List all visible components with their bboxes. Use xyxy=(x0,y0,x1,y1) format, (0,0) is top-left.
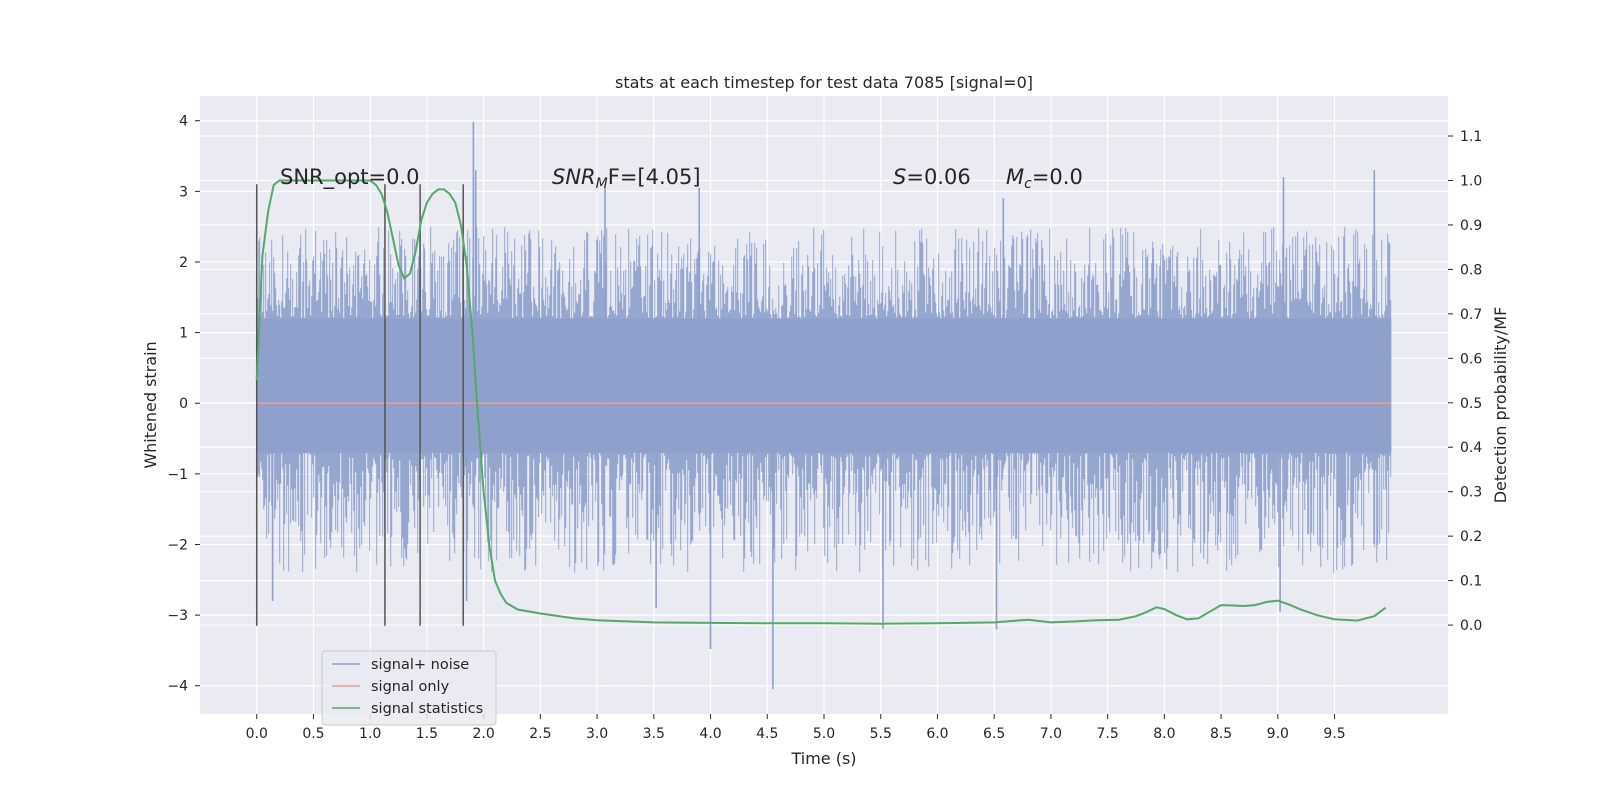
right-y-tick-label: 0.6 xyxy=(1460,351,1482,367)
right-y-tick-label: 0.9 xyxy=(1460,218,1482,234)
y-axis-label-right: Detection probability/MF xyxy=(1491,307,1510,504)
y-axis-left: −4 −3 −2 −1 0 1 2 3 4 xyxy=(167,114,200,695)
x-tick-label: 9.0 xyxy=(1267,726,1289,742)
y-tick-label: 4 xyxy=(179,114,188,130)
y-tick-label: 1 xyxy=(179,326,188,342)
annotation-mc-value: =0.0 xyxy=(1032,165,1083,189)
legend-box xyxy=(321,650,497,726)
chart-title: stats at each timestep for test data 708… xyxy=(615,73,1033,92)
annotation-s: S=0.06 xyxy=(893,165,971,189)
x-tick-label: 6.5 xyxy=(983,726,1005,742)
x-tick-label: 8.0 xyxy=(1153,726,1175,742)
x-tick-label: 6.0 xyxy=(926,726,948,742)
legend-label-signal-only: signal only xyxy=(371,679,450,695)
annotation-snr-mf-value: F=[4.05] xyxy=(608,165,701,189)
x-tick-label: 7.5 xyxy=(1097,726,1119,742)
annotation-snr-mf-symbol: SNR xyxy=(552,165,596,189)
annotation-mc-subscript: c xyxy=(1024,176,1032,192)
signal-statistics-series xyxy=(255,179,1387,625)
right-y-tick-label: 0.2 xyxy=(1460,529,1482,545)
annotation-mc: Mc=0.0 xyxy=(1006,165,1083,192)
x-axis-label: Time (s) xyxy=(790,749,856,768)
y-tick-label: 0 xyxy=(179,396,188,412)
noise-spikes xyxy=(271,122,1376,690)
y-axis-right: 0.0 0.1 0.2 0.3 0.4 0.5 0.6 0.7 0.8 0.9 1.0 1.1 xyxy=(1448,129,1482,634)
x-tick-label: 5.0 xyxy=(813,726,835,742)
right-y-tick-label: 0.3 xyxy=(1460,485,1482,501)
right-y-tick-label: 0.0 xyxy=(1460,618,1482,634)
x-tick-label: 3.5 xyxy=(643,726,665,742)
x-tick-label: 3.0 xyxy=(586,726,608,742)
annotation-s-symbol: S xyxy=(893,165,906,189)
right-y-tick-label: 0.8 xyxy=(1460,262,1482,278)
annotation-snr-mf-subscript: M xyxy=(596,176,608,192)
x-tick-label: 7.0 xyxy=(1040,726,1062,742)
signal-statistics-line xyxy=(255,179,1387,625)
x-tick-label: 1.5 xyxy=(416,726,438,742)
signal-noise-series xyxy=(256,122,1392,690)
y-tick-label: −4 xyxy=(167,679,188,695)
right-y-tick-label: 0.1 xyxy=(1460,574,1482,590)
right-y-tick-label: 0.4 xyxy=(1460,440,1482,456)
y-tick-label: −2 xyxy=(167,537,188,553)
legend-label-signal-noise: signal+ noise xyxy=(371,657,469,673)
y-tick-label: 3 xyxy=(179,184,188,200)
annotation-mc-symbol: M xyxy=(1006,165,1024,189)
x-axis: 0.0 0.5 1.0 1.5 2.0 2.5 3.0 3.5 4.0 4.5 5.0 5.5 6.0 6… xyxy=(246,714,1346,742)
right-y-tick-label: 0.7 xyxy=(1460,307,1482,323)
x-tick-label: 8.5 xyxy=(1210,726,1232,742)
annotation-snr-opt: SNR_opt=0.0 xyxy=(280,165,420,190)
right-y-tick-label: 1.0 xyxy=(1460,173,1482,189)
y-tick-label: 2 xyxy=(179,255,188,271)
vertical-markers xyxy=(255,184,464,626)
x-tick-label: 1.0 xyxy=(359,726,381,742)
x-tick-label: 2.0 xyxy=(473,726,495,742)
x-tick-label: 4.0 xyxy=(699,726,721,742)
right-y-tick-label: 1.1 xyxy=(1460,129,1482,145)
x-tick-label: 2.5 xyxy=(529,726,551,742)
y-tick-label: −3 xyxy=(167,608,188,624)
y-axis-label: Whitened strain xyxy=(141,341,160,468)
y-tick-label: −1 xyxy=(167,467,188,483)
x-tick-label: 4.5 xyxy=(756,726,778,742)
x-tick-label: 0.5 xyxy=(302,726,324,742)
right-y-tick-label: 0.5 xyxy=(1460,396,1482,412)
annotation-snr-mf: SNRMF=[4.05] xyxy=(552,165,701,192)
x-tick-label: 9.5 xyxy=(1323,726,1345,742)
legend: signal+ noise signal only signal statist… xyxy=(321,650,497,726)
x-tick-label: 0.0 xyxy=(246,726,268,742)
x-tick-label: 5.5 xyxy=(870,726,892,742)
annotation-s-value: =0.06 xyxy=(906,165,970,189)
legend-label-signal-statistics: signal statistics xyxy=(371,701,483,717)
